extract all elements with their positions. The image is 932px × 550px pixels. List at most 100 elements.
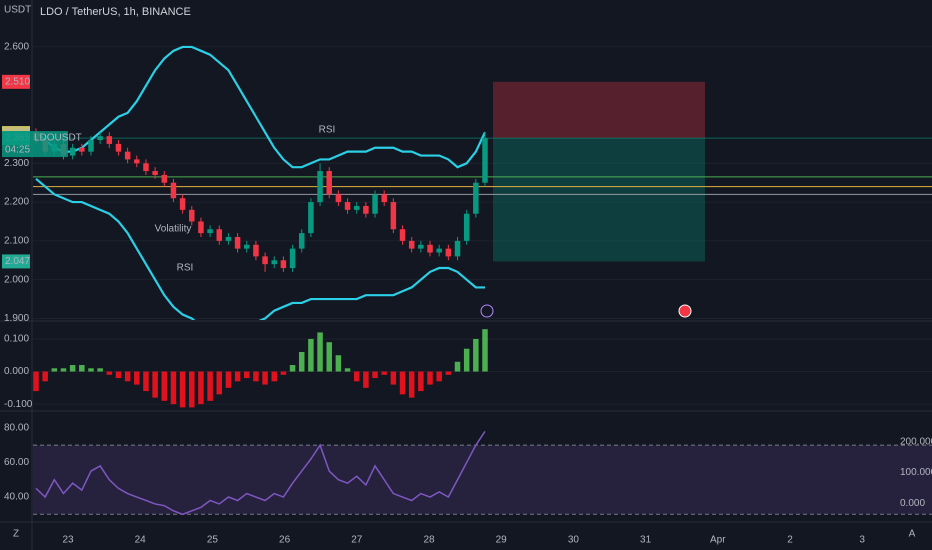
- histogram-bar: [408, 371, 415, 398]
- candle-body: [390, 202, 397, 230]
- histogram-bar: [363, 371, 369, 388]
- histogram-bar: [262, 371, 268, 385]
- histogram-bar: [436, 371, 442, 382]
- candle-body: [134, 159, 140, 164]
- histogram-bar: [198, 371, 204, 405]
- histogram-bar: [280, 371, 287, 375]
- histogram-bar: [234, 371, 241, 382]
- candle-body: [436, 248, 442, 253]
- y-tick-label: 2.300: [4, 158, 29, 169]
- candle-body: [482, 138, 488, 183]
- target-zone: [493, 138, 705, 262]
- candle-body: [207, 229, 213, 234]
- price-label-bg: [2, 254, 30, 269]
- histogram-bar: [143, 371, 149, 392]
- histogram-bar: [326, 342, 332, 372]
- price-label: 2.510: [5, 76, 30, 87]
- candle-body: [363, 205, 369, 214]
- x-tick-label: 3: [859, 535, 865, 546]
- candle-body: [353, 205, 360, 210]
- candle-body: [298, 233, 305, 249]
- x-tick-label: 25: [207, 535, 219, 546]
- x-tick-label: 28: [423, 535, 435, 546]
- rsi-line: [35, 430, 486, 516]
- candle-body: [473, 182, 479, 214]
- histogram-bar: [317, 332, 323, 372]
- y2-tick-label: 100.000: [900, 467, 932, 478]
- candle-body: [88, 140, 94, 152]
- x-tick-label: 30: [568, 535, 580, 546]
- histogram-bar: [106, 371, 113, 375]
- x-tick-label: 29: [496, 535, 508, 546]
- candle-body: [262, 256, 268, 265]
- candle-body: [170, 182, 177, 199]
- histogram-bar: [335, 355, 342, 372]
- histogram-bar: [97, 368, 103, 372]
- candle-body: [326, 171, 332, 195]
- x-tick-label: 31: [640, 535, 652, 546]
- candle-body: [463, 213, 470, 241]
- event-icon[interactable]: [678, 304, 692, 318]
- histogram-bar: [482, 329, 488, 372]
- candle-body: [445, 248, 452, 257]
- currency-label: USDT: [4, 5, 31, 16]
- x-tick-label: 24: [135, 535, 147, 546]
- histogram-bar: [60, 368, 67, 372]
- alert-icon[interactable]: [480, 304, 494, 318]
- histogram-bar: [124, 371, 131, 382]
- candle-body: [161, 174, 168, 183]
- histogram-bar: [463, 348, 470, 372]
- y2-tick-label: 200.000: [900, 437, 932, 448]
- candle-body: [69, 147, 76, 156]
- candle-body: [115, 143, 122, 152]
- candle-body: [308, 202, 314, 234]
- corner-label: A: [909, 529, 916, 540]
- histogram-bar: [289, 365, 296, 372]
- histogram-bar: [179, 371, 186, 408]
- histogram-bar: [372, 371, 378, 379]
- y-tick-label: 0.000: [4, 366, 29, 377]
- candle-body: [253, 244, 259, 257]
- histogram-bar: [308, 338, 314, 372]
- histogram-bar: [42, 371, 48, 382]
- bollinger-band: [35, 45, 486, 169]
- histogram-bar: [225, 371, 232, 388]
- candle-body: [216, 229, 223, 241]
- histogram-bar: [353, 371, 360, 382]
- histogram-bar: [399, 371, 406, 395]
- histogram-bar: [170, 371, 177, 405]
- x-tick-label: Apr: [710, 535, 726, 546]
- histogram-bar: [51, 368, 58, 372]
- histogram-bar: [473, 338, 479, 372]
- symbol-label: LDOUSDT: [34, 133, 82, 144]
- candle-body: [289, 248, 296, 269]
- candle-body: [427, 244, 433, 253]
- y-tick-label: 2.000: [4, 274, 29, 285]
- candle-body: [244, 244, 250, 249]
- candle-body: [97, 136, 103, 141]
- candle-body: [317, 171, 323, 203]
- y-tick-label: 80.00: [4, 423, 29, 434]
- y-tick-label: 1.900: [4, 313, 29, 324]
- annotation: RSI: [177, 263, 194, 274]
- countdown-label: 04:25: [5, 145, 30, 156]
- candle-body: [280, 260, 287, 269]
- chart-title: LDO / TetherUS, 1h, BINANCE: [40, 6, 191, 18]
- histogram-bar: [298, 351, 305, 372]
- histogram-bar: [79, 365, 85, 372]
- candle-body: [225, 236, 232, 241]
- annotation: Volatility: [155, 224, 192, 235]
- histogram-bar: [381, 371, 387, 375]
- x-tick-label: 2: [787, 535, 793, 546]
- symbol-label-bg: [2, 131, 68, 158]
- histogram-bar: [445, 371, 452, 375]
- x-tick-label: 27: [351, 535, 363, 546]
- candle-body: [344, 202, 351, 210]
- corner-label: Z: [13, 529, 19, 540]
- histogram-bar: [88, 368, 94, 372]
- histogram-bar: [427, 371, 433, 385]
- histogram-bar: [161, 371, 168, 401]
- histogram-bar: [253, 371, 259, 382]
- price-label-bg: [2, 74, 30, 89]
